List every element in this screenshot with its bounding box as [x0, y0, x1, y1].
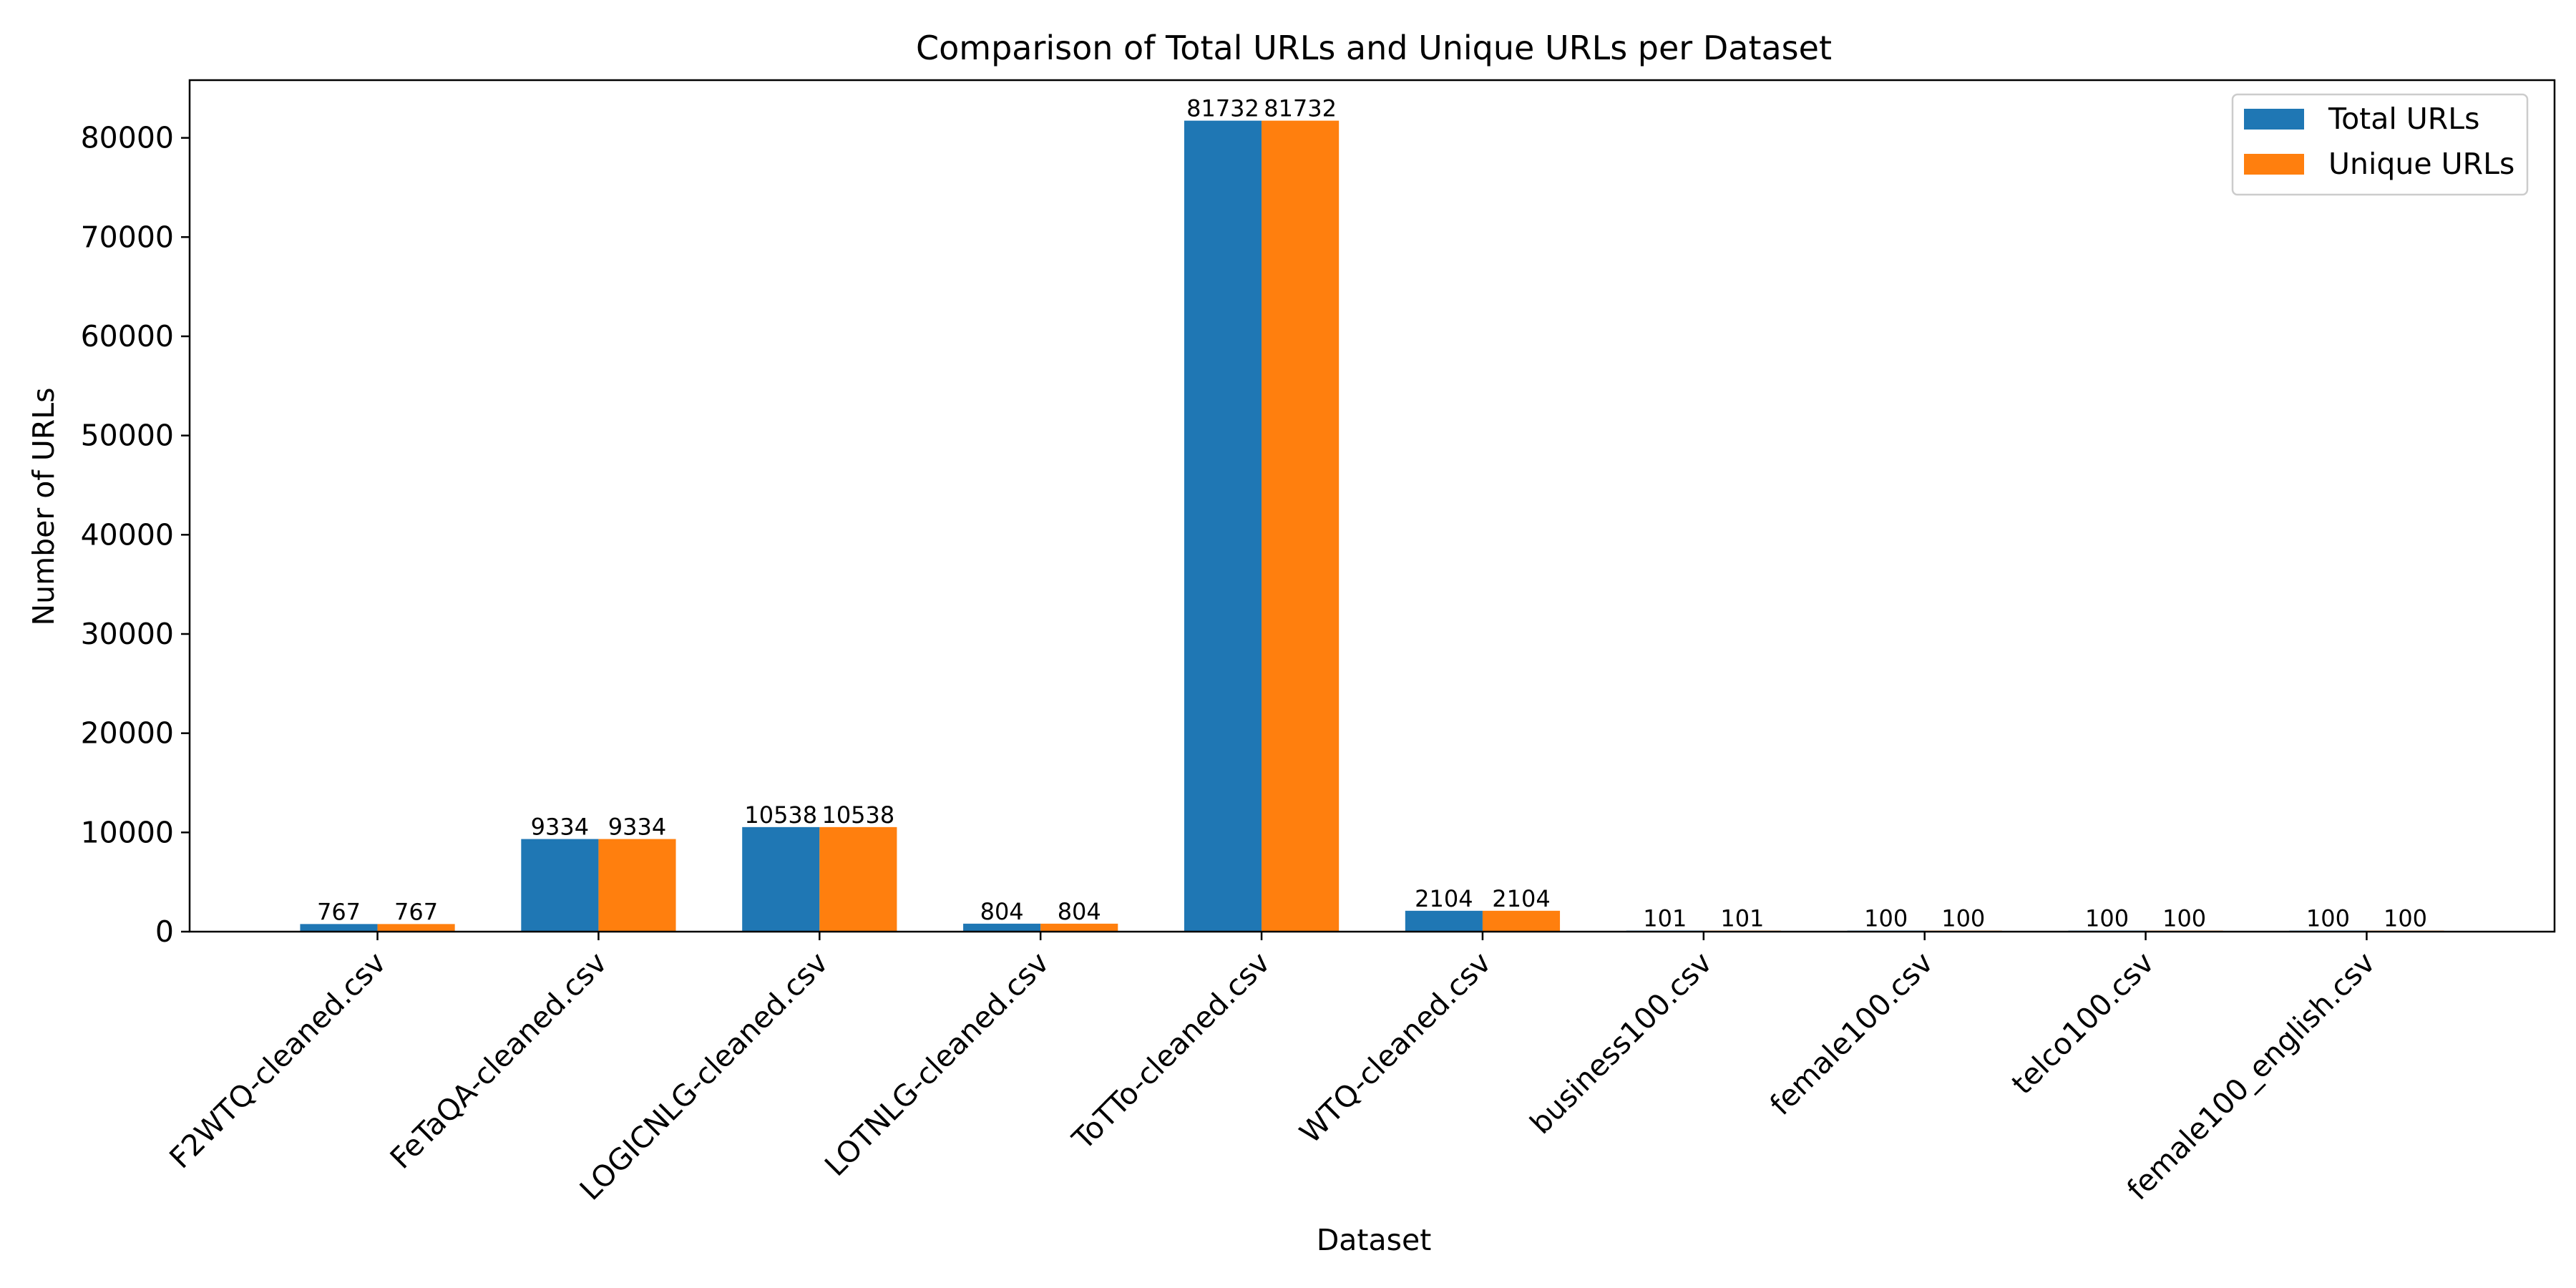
legend-label: Unique URLs — [2328, 147, 2514, 181]
bar-labels-layer: 767 9334 10538 804 81732 2104 101 100 100 100 767 9… — [317, 95, 2427, 932]
bar-unique-3 — [1040, 923, 1118, 932]
bar-value-label: 2104 — [1415, 885, 1473, 912]
bar-total-0 — [300, 924, 378, 932]
x-axis-label: Dataset — [1317, 1223, 1432, 1257]
legend-label: Total URLs — [2328, 102, 2480, 136]
bar-value-label: 100 — [2085, 905, 2129, 932]
bars-layer — [300, 120, 2444, 932]
y-tick-label: 10000 — [81, 815, 174, 849]
bar-value-label: 101 — [1643, 905, 1687, 932]
bar-value-label: 767 — [317, 898, 361, 925]
legend: Total URLs Unique URLs — [2231, 93, 2529, 196]
legend-swatch — [2244, 154, 2304, 175]
bar-unique-1 — [598, 839, 676, 932]
legend-box — [2231, 93, 2529, 196]
bar-value-label: 101 — [1720, 905, 1764, 932]
bar-unique-5 — [1482, 910, 1561, 932]
bar-value-label: 100 — [2384, 905, 2427, 932]
y-tick-label: 60000 — [81, 319, 174, 353]
bar-value-label: 2104 — [1492, 885, 1550, 912]
bar-value-label: 804 — [980, 898, 1024, 925]
y-tick-label: 70000 — [81, 220, 174, 254]
bar-total-5 — [1405, 910, 1483, 932]
bar-value-label: 10538 — [821, 801, 894, 829]
bar-value-label: 81732 — [1186, 95, 1259, 122]
bar-value-label: 9334 — [531, 814, 589, 841]
bar-value-label: 10538 — [744, 801, 817, 829]
bar-value-label: 767 — [394, 898, 438, 925]
y-axis-label: Number of URLs — [26, 388, 61, 626]
bar-unique-2 — [819, 826, 897, 932]
chart-title: Comparison of Total URLs and Unique URLs… — [916, 29, 1832, 67]
bar-value-label: 9334 — [608, 814, 666, 841]
y-axis: 0 10000 20000 30000 40000 50000 60000 70000 8000… — [81, 121, 190, 949]
legend-swatch — [2244, 109, 2304, 130]
bar-value-label: 100 — [1941, 905, 1985, 932]
y-tick-label: 30000 — [81, 617, 174, 651]
y-tick-label: 0 — [155, 914, 174, 949]
y-tick-label: 40000 — [81, 517, 174, 552]
bar-total-3 — [963, 923, 1041, 932]
y-tick-label: 50000 — [81, 419, 174, 453]
bar-value-label: 100 — [2306, 905, 2350, 932]
bar-value-label: 81732 — [1264, 95, 1337, 122]
bar-value-label: 100 — [2162, 905, 2206, 932]
y-tick-label: 80000 — [81, 121, 174, 155]
bar-unique-0 — [377, 924, 455, 932]
y-tick-label: 20000 — [81, 716, 174, 751]
bar-total-1 — [521, 839, 599, 932]
bar-value-label: 100 — [1864, 905, 1908, 932]
bar-value-label: 804 — [1058, 898, 1101, 925]
bar-total-2 — [742, 826, 820, 932]
bar-unique-4 — [1262, 120, 1340, 932]
bar-total-4 — [1184, 120, 1262, 932]
plot-area-frame — [188, 79, 2556, 933]
